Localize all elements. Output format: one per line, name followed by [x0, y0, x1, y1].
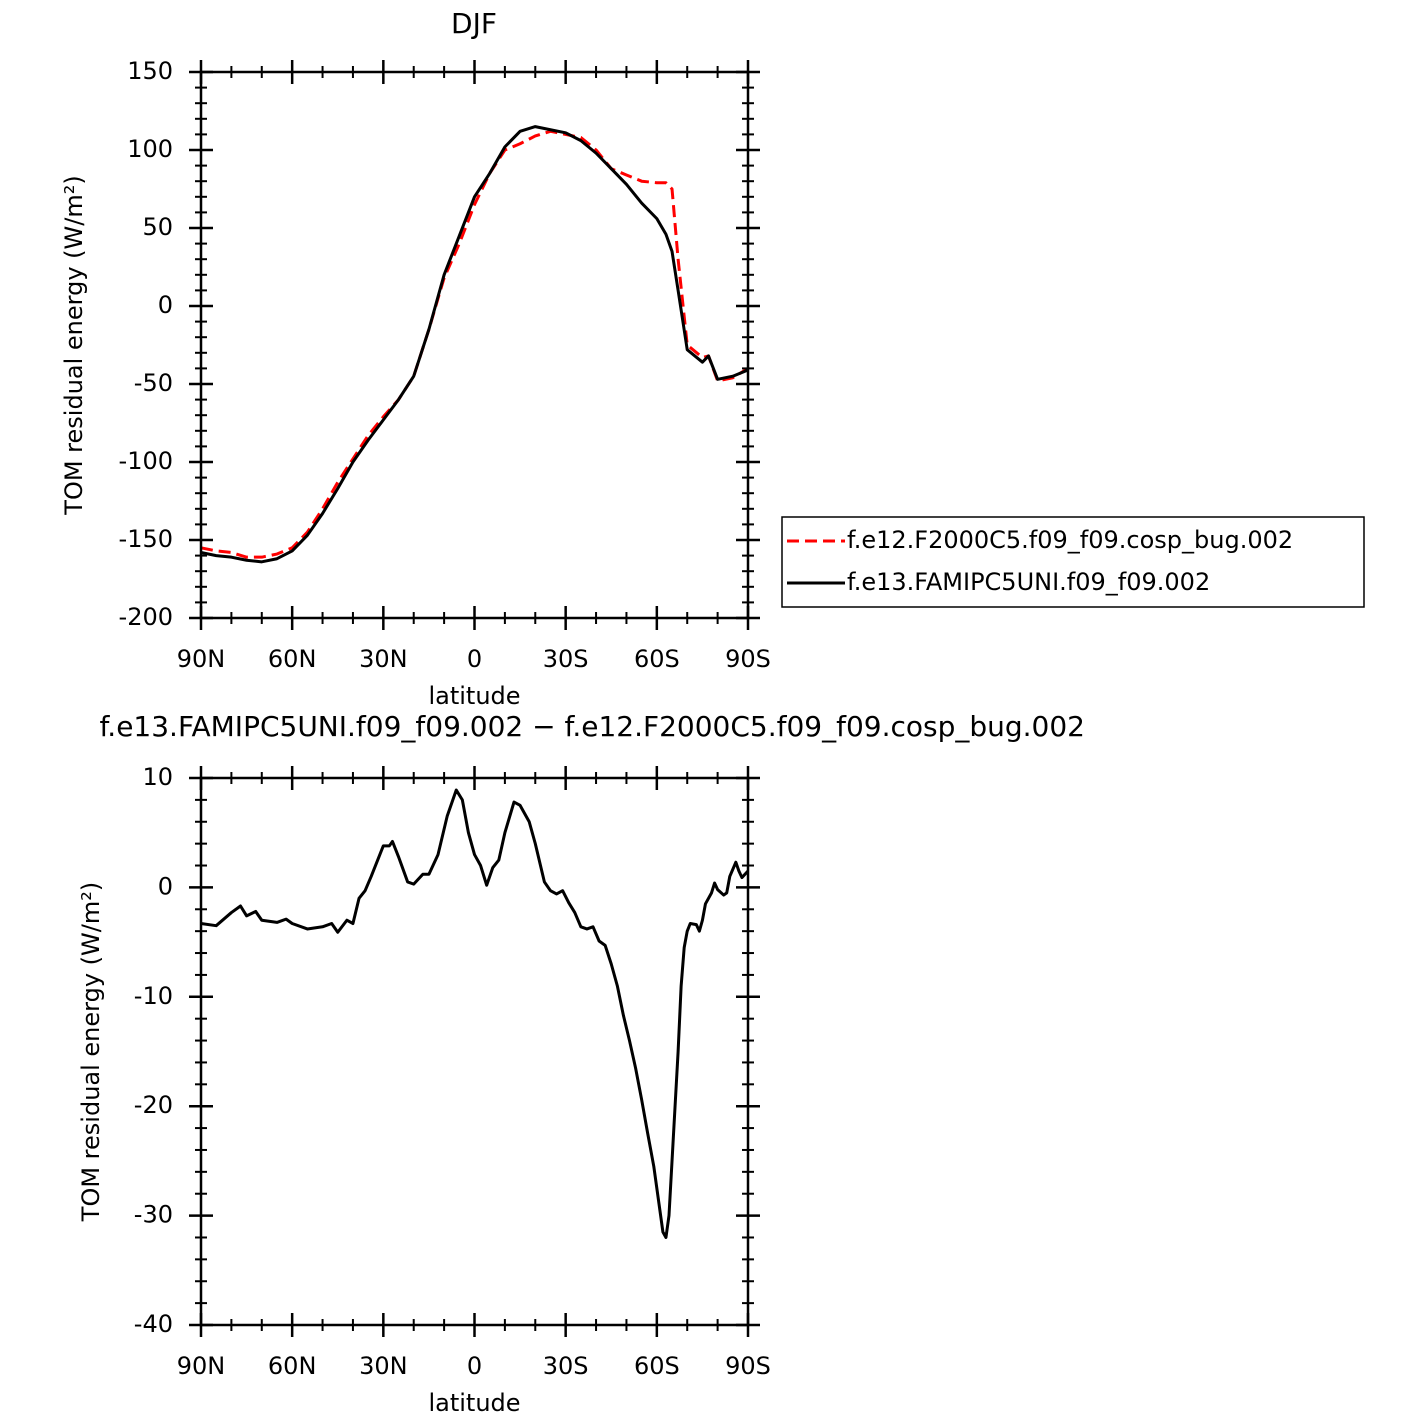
chart-title: f.e13.FAMIPC5UNI.f09_f09.002 − f.e12.F20… [99, 710, 1085, 743]
y-tick-label: 150 [127, 57, 173, 85]
x-tick-label: 30N [359, 645, 408, 673]
y-tick-label: 0 [158, 291, 173, 319]
x-axis-label: latitude [428, 682, 520, 710]
x-tick-label: 60N [268, 645, 317, 673]
legend-label: f.e12.F2000C5.f09_f09.cosp_bug.002 [847, 526, 1293, 554]
legend-label: f.e13.FAMIPC5UNI.f09_f09.002 [847, 568, 1210, 596]
y-tick-label: -10 [134, 982, 173, 1010]
y-tick-label: 50 [142, 213, 173, 241]
x-tick-label: 30N [359, 1352, 408, 1380]
legend-box [781, 516, 1365, 608]
series-line [200, 788, 750, 1239]
x-tick-label: 90N [177, 645, 226, 673]
y-tick-label: -100 [119, 447, 173, 475]
x-tick-label: 30S [543, 645, 589, 673]
y-tick-label: -20 [134, 1091, 173, 1119]
y-tick-label: -200 [119, 603, 173, 631]
y-tick-label: 10 [142, 763, 173, 791]
x-tick-label: 0 [467, 1352, 482, 1380]
plot-frame [199, 70, 750, 620]
series-line [200, 129, 749, 559]
y-tick-label: -50 [134, 369, 173, 397]
x-tick-label: 60N [268, 1352, 317, 1380]
plot-frame [199, 776, 750, 1327]
y-tick-label: -30 [134, 1201, 173, 1229]
x-tick-label: 90S [725, 645, 771, 673]
y-tick-label: 100 [127, 135, 173, 163]
x-tick-label: 60S [634, 645, 680, 673]
x-tick-label: 0 [467, 645, 482, 673]
y-tick-label: -150 [119, 525, 173, 553]
y-tick-label: 0 [158, 872, 173, 900]
series-line [200, 125, 749, 564]
x-axis-label: latitude [428, 1389, 520, 1417]
chart-title: DJF [451, 7, 497, 40]
y-axis-label: TOM residual energy (W/m²) [60, 175, 88, 515]
x-tick-label: 30S [543, 1352, 589, 1380]
x-tick-label: 90S [725, 1352, 771, 1380]
y-axis-label: TOM residual energy (W/m²) [77, 882, 105, 1222]
y-tick-label: -40 [134, 1310, 173, 1338]
x-tick-label: 90N [177, 1352, 226, 1380]
x-tick-label: 60S [634, 1352, 680, 1380]
